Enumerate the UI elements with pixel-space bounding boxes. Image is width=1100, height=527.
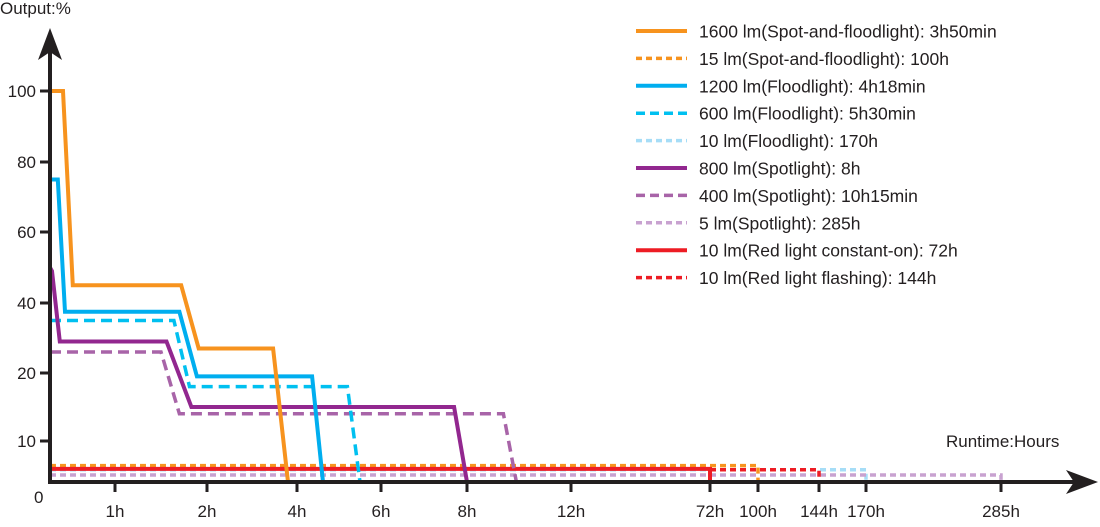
series-line-6 — [50, 350, 519, 483]
x-axis-title: Runtime:Hours — [946, 432, 1059, 451]
x-tick-label: 1h — [106, 502, 125, 521]
x-axis-arrow-icon — [1066, 470, 1098, 494]
legend-item: 1600 lm(Spot-and-floodlight): 3h50min — [636, 22, 997, 42]
legend-label: 15 lm(Spot-and-floodlight): 100h — [699, 49, 949, 69]
legend-item: 15 lm(Spot-and-floodlight): 100h — [636, 49, 949, 69]
legend-label: 10 lm(Floodlight): 170h — [699, 131, 878, 151]
series-line-2 — [50, 177, 325, 483]
x-tick-label: 4h — [288, 502, 307, 521]
x-tick-label: 72h — [696, 502, 724, 521]
legend-item: 1200 lm(Floodlight): 4h18min — [636, 76, 926, 96]
legend-item: 10 lm(Floodlight): 170h — [636, 131, 878, 151]
legend-label: 1200 lm(Floodlight): 4h18min — [699, 76, 926, 96]
legend-label: 800 lm(Spotlight): 8h — [699, 159, 860, 179]
legend: 1600 lm(Spot-and-floodlight): 3h50min 15 … — [636, 22, 997, 288]
y-tick-label: 20 — [17, 364, 36, 383]
y-tick-label: 80 — [17, 153, 36, 172]
y-tick-label: 60 — [17, 223, 36, 242]
legend-label: 600 lm(Floodlight): 5h30min — [699, 104, 916, 124]
x-tick-label: 144h — [800, 502, 838, 521]
legend-label: 1600 lm(Spot-and-floodlight): 3h50min — [699, 22, 997, 42]
legend-label: 5 lm(Spotlight): 285h — [699, 213, 860, 233]
series-line-7 — [50, 473, 1003, 480]
x-tick-label: 100h — [739, 502, 777, 521]
series-line-3 — [50, 318, 362, 483]
series-line-0 — [50, 89, 290, 483]
x-tick-label: 8h — [458, 502, 477, 521]
origin-label: 0 — [34, 488, 43, 507]
y-tick-label: 100 — [8, 82, 36, 101]
x-tick-label: 170h — [847, 502, 885, 521]
y-tick-label: 10 — [17, 432, 36, 451]
y-axis-title: Output:% — [0, 0, 71, 18]
legend-item: 800 lm(Spotlight): 8h — [636, 159, 860, 179]
x-tick-label: 6h — [372, 502, 391, 521]
legend-label: 10 lm(Red light constant-on): 72h — [699, 241, 958, 261]
y-tick-label: 40 — [17, 294, 36, 313]
x-tick-label: 285h — [982, 502, 1020, 521]
legend-item: 400 lm(Spotlight): 10h15min — [636, 186, 918, 206]
x-tick-label: 2h — [198, 502, 217, 521]
y-axis-arrow-icon — [38, 28, 62, 60]
legend-item: 5 lm(Spotlight): 285h — [636, 213, 860, 233]
legend-item: 10 lm(Red light constant-on): 72h — [636, 241, 958, 261]
legend-label: 10 lm(Red light flashing): 144h — [699, 268, 936, 288]
legend-label: 400 lm(Spotlight): 10h15min — [699, 186, 918, 206]
legend-item: 600 lm(Floodlight): 5h30min — [636, 104, 916, 124]
x-tick-label: 12h — [557, 502, 585, 521]
ticks-layer: 10 20 40 60 80 100 1h 2h 4h 6h 8h 12h 72h 100h 144h 170… — [8, 82, 1020, 521]
legend-item: 10 lm(Red light flashing): 144h — [636, 268, 936, 288]
